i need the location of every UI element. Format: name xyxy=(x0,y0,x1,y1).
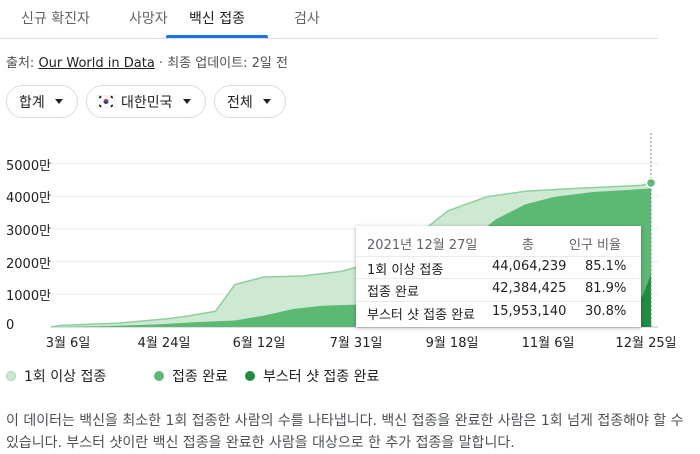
x-tick-label: 7월 31일 xyxy=(329,336,383,351)
tab-tests[interactable]: 검사 xyxy=(294,11,320,27)
tooltip-row-total: 44,064,239 xyxy=(492,259,567,274)
tooltip-row-label: 접종 완료 xyxy=(367,285,419,300)
y-tick-label: 1000만 xyxy=(6,289,52,305)
y-tick-label: 0 xyxy=(6,318,15,333)
chevron-down-icon xyxy=(262,99,271,104)
source-link[interactable]: Our World in Data xyxy=(38,56,155,71)
country-filter-dropdown[interactable]: 대한민국 xyxy=(86,85,206,118)
country-filter-label: 대한민국 xyxy=(121,94,173,111)
range-filter-label: 전체 xyxy=(227,94,253,111)
source-line: 출처: Our World in Data · 최종 업데이트: 2일 전 xyxy=(6,52,288,71)
chevron-down-icon xyxy=(182,99,191,104)
tooltip-divider xyxy=(356,278,641,279)
tab-new-cases[interactable]: 신규 확진자 xyxy=(21,11,90,27)
tooltip-row-total: 15,953,140 xyxy=(492,304,567,319)
chart-tooltip: 2021년 12월 27일 총 인구 비율 1회 이상 접종 44,064,23… xyxy=(356,226,641,327)
tooltip-row: 접종 완료 42,384,425 81.9% xyxy=(356,278,641,300)
total-filter-label: 합계 xyxy=(19,94,45,111)
source-prefix: 출처: xyxy=(6,56,39,71)
chart-description: 이 데이터는 백신을 최소한 1회 접종한 사람의 수를 나타냅니다. 백신 접… xyxy=(6,413,684,451)
tooltip-divider xyxy=(356,256,641,257)
legend-swatch-dose1 xyxy=(6,371,16,381)
tooltip-date: 2021년 12월 27일 xyxy=(367,238,478,253)
legend-item-booster[interactable]: 부스터 샷 접종 완료 xyxy=(245,366,379,386)
tab-deaths[interactable]: 사망자 xyxy=(129,11,168,27)
x-tick-label: 12월 25일 xyxy=(615,336,677,351)
y-tick-label: 5000만 xyxy=(6,158,52,174)
tab-vaccination[interactable]: 백신 접종 xyxy=(189,11,245,27)
x-tick-label: 9월 18일 xyxy=(425,336,479,351)
x-tick-label: 6월 12일 xyxy=(232,336,286,351)
tooltip-col-total: 총 xyxy=(522,238,534,253)
legend-item-full[interactable]: 접종 완료 xyxy=(154,366,228,386)
korea-flag-icon xyxy=(97,95,115,108)
y-tick-label: 4000만 xyxy=(6,191,52,207)
tab-bar: 신규 확진자 사망자 백신 접종 검사 xyxy=(0,0,658,39)
x-tick-label: 11월 6일 xyxy=(521,336,575,351)
x-tick-label: 3월 6일 xyxy=(45,336,91,351)
series-line-dose1 xyxy=(50,182,652,328)
tooltip-row: 부스터 샷 접종 완료 15,953,140 30.8% xyxy=(356,301,641,323)
tooltip-row-pct: 30.8% xyxy=(585,304,627,319)
tooltip-divider xyxy=(356,301,641,302)
legend-swatch-booster xyxy=(245,371,255,381)
legend-label: 부스터 샷 접종 완료 xyxy=(263,369,380,385)
chevron-down-icon xyxy=(54,99,63,104)
legend-swatch-full xyxy=(154,371,164,381)
hover-point xyxy=(645,177,657,189)
legend-label: 1회 이상 접종 xyxy=(24,369,107,385)
tooltip-row-pct: 85.1% xyxy=(585,259,627,274)
active-tab-indicator xyxy=(166,35,268,38)
legend-label: 접종 완료 xyxy=(172,369,228,385)
tooltip-row-total: 42,384,425 xyxy=(492,281,567,296)
legend-item-dose1[interactable]: 1회 이상 접종 xyxy=(6,366,106,386)
tooltip-col-pct: 인구 비율 xyxy=(569,238,621,253)
y-tick-label: 2000만 xyxy=(6,256,52,272)
total-filter-dropdown[interactable]: 합계 xyxy=(6,85,78,118)
y-tick-label: 3000만 xyxy=(6,223,52,239)
range-filter-dropdown[interactable]: 전체 xyxy=(214,85,286,118)
tooltip-row: 1회 이상 접종 44,064,239 85.1% xyxy=(356,256,641,278)
tooltip-row-label: 부스터 샷 접종 완료 xyxy=(367,308,476,323)
last-updated: · 최종 업데이트: 2일 전 xyxy=(154,56,288,71)
tooltip-row-label: 1회 이상 접종 xyxy=(367,263,444,278)
tooltip-row-pct: 81.9% xyxy=(585,281,627,296)
x-tick-label: 4월 24일 xyxy=(137,336,191,351)
